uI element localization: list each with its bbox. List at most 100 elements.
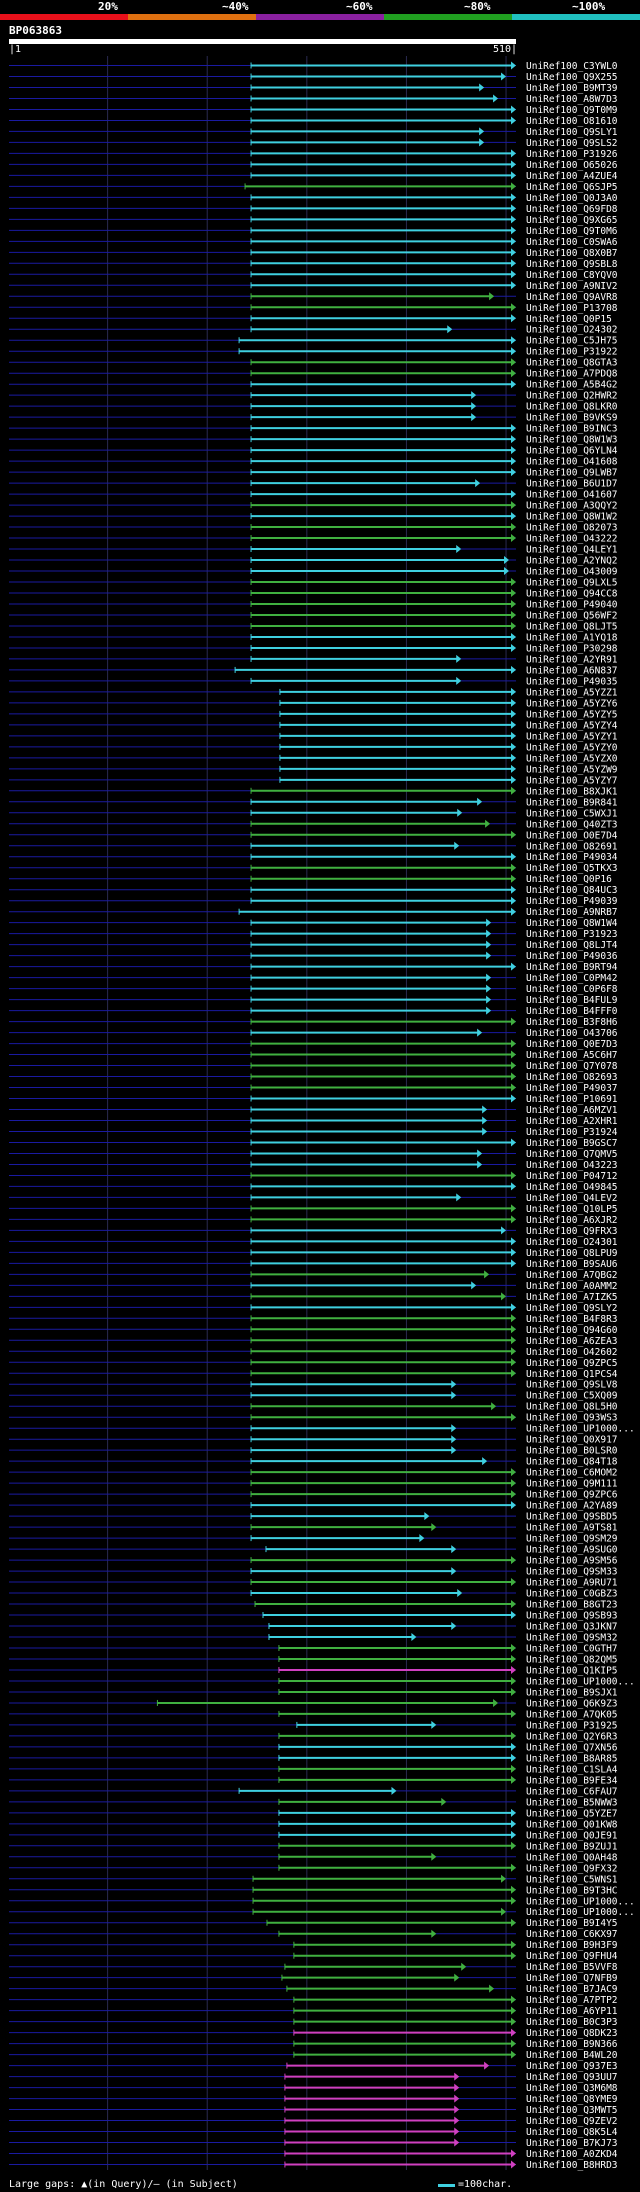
hit-label[interactable]: UniRef100_A7PDQ8 xyxy=(526,369,618,380)
hit-label[interactable]: UniRef100_A3QQY2 xyxy=(526,501,618,512)
hit-row[interactable]: UniRef100_A5YZY0 xyxy=(9,742,618,753)
hit-row[interactable]: UniRef100_Q9ZPC6 xyxy=(9,1490,618,1501)
hit-row[interactable]: UniRef100_A5YZY5 xyxy=(9,709,618,720)
hit-label[interactable]: UniRef100_Q7QMV5 xyxy=(526,1149,618,1160)
hit-row[interactable]: UniRef100_P49036 xyxy=(9,951,618,962)
hit-row[interactable]: UniRef100_B5VVF8 xyxy=(9,1962,618,1973)
hit-row[interactable]: UniRef100_Q1PCS4 xyxy=(9,1369,618,1380)
hit-row[interactable]: UniRef100_B4FFF0 xyxy=(9,1006,618,1017)
hit-row[interactable]: UniRef100_B9R841 xyxy=(9,797,618,808)
hit-label[interactable]: UniRef100_Q94G60 xyxy=(526,1325,618,1336)
hit-label[interactable]: UniRef100_Q93UU7 xyxy=(526,2072,618,2083)
hit-label[interactable]: UniRef100_A5YZY1 xyxy=(526,731,618,742)
hit-label[interactable]: UniRef100_Q2Y6R3 xyxy=(526,1731,618,1742)
hit-label[interactable]: UniRef100_C0GBZ3 xyxy=(526,1589,618,1600)
hit-row[interactable]: UniRef100_Q9SLS2 xyxy=(9,138,618,149)
hit-row[interactable]: UniRef100_Q8W1W4 xyxy=(9,918,618,929)
hit-label[interactable]: UniRef100_A6N837 xyxy=(526,665,618,676)
hit-row[interactable]: UniRef100_O24302 xyxy=(9,325,618,336)
hit-label[interactable]: UniRef100_B4FUL9 xyxy=(526,995,618,1006)
hit-label[interactable]: UniRef100_Q0E7D3 xyxy=(526,1039,618,1050)
hit-row[interactable]: UniRef100_P49039 xyxy=(9,896,618,907)
hit-row[interactable]: UniRef100_Q9X255 xyxy=(9,72,618,83)
hit-label[interactable]: UniRef100_Q6K9Z3 xyxy=(526,1698,618,1709)
hit-row[interactable]: UniRef100_Q9SM33 xyxy=(9,1567,618,1578)
hit-label[interactable]: UniRef100_A4ZUE4 xyxy=(526,171,618,182)
hit-label[interactable]: UniRef100_O43223 xyxy=(526,1160,618,1171)
hit-label[interactable]: UniRef100_Q1KIP5 xyxy=(526,1665,618,1676)
hit-row[interactable]: UniRef100_A5C6H7 xyxy=(9,1050,618,1061)
hit-label[interactable]: UniRef100_B5NWW3 xyxy=(526,1797,618,1808)
hit-label[interactable]: UniRef100_B0LSR0 xyxy=(526,1446,618,1457)
hit-row[interactable]: UniRef100_B3F8H6 xyxy=(9,1017,618,1028)
hit-row[interactable]: UniRef100_P31926 xyxy=(9,149,618,160)
hit-label[interactable]: UniRef100_Q9SLV8 xyxy=(526,1380,618,1391)
hit-row[interactable]: UniRef100_P49037 xyxy=(9,1083,618,1094)
hit-row[interactable]: UniRef100_Q6SJP5 xyxy=(9,182,618,193)
hit-row[interactable]: UniRef100_A9SM56 xyxy=(9,1556,618,1567)
hit-row[interactable]: UniRef100_O41608 xyxy=(9,457,618,468)
hit-row[interactable]: UniRef100_Q82QM5 xyxy=(9,1654,618,1665)
hit-label[interactable]: UniRef100_C6KX97 xyxy=(526,1929,618,1940)
hit-row[interactable]: UniRef100_B9H3F9 xyxy=(9,1940,618,1951)
hit-label[interactable]: UniRef100_Q01KW8 xyxy=(526,1819,618,1830)
hit-row[interactable]: UniRef100_P30298 xyxy=(9,643,618,654)
hit-row[interactable]: UniRef100_Q8W1W3 xyxy=(9,435,618,446)
hit-row[interactable]: UniRef100_A2XHR1 xyxy=(9,1116,618,1127)
hit-label[interactable]: UniRef100_B0C3P3 xyxy=(526,2017,618,2028)
hit-label[interactable]: UniRef100_Q0AH48 xyxy=(526,1852,618,1863)
hit-row[interactable]: UniRef100_Q9T0M6 xyxy=(9,226,618,237)
hit-label[interactable]: UniRef100_Q8DK23 xyxy=(526,2028,618,2039)
hit-row[interactable]: UniRef100_Q8L5H0 xyxy=(9,1402,618,1413)
hit-row[interactable]: UniRef100_Q9SM29 xyxy=(9,1534,618,1545)
hit-row[interactable]: UniRef100_B9VKS9 xyxy=(9,413,618,424)
hit-label[interactable]: UniRef100_O49845 xyxy=(526,1182,618,1193)
hit-row[interactable]: UniRef100_A2YA89 xyxy=(9,1501,618,1512)
hit-label[interactable]: UniRef100_Q0JE91 xyxy=(526,1830,618,1841)
hit-row[interactable]: UniRef100_Q8LPU9 xyxy=(9,1248,618,1259)
hit-row[interactable]: UniRef100_Q9SLY1 xyxy=(9,127,618,138)
hit-label[interactable]: UniRef100_A2XHR1 xyxy=(526,1116,618,1127)
hit-row[interactable]: UniRef100_A5YZY4 xyxy=(9,720,618,731)
hit-label[interactable]: UniRef100_C5WNS1 xyxy=(526,1874,618,1885)
hit-label[interactable]: UniRef100_A2YA89 xyxy=(526,1501,618,1512)
hit-row[interactable]: UniRef100_A9TS81 xyxy=(9,1523,618,1534)
hit-row[interactable]: UniRef100_P31923 xyxy=(9,929,618,940)
hit-row[interactable]: UniRef100_A2YR91 xyxy=(9,654,618,665)
hit-label[interactable]: UniRef100_C0GTH7 xyxy=(526,1643,618,1654)
hit-row[interactable]: UniRef100_Q0J3A0 xyxy=(9,193,618,204)
hit-label[interactable]: UniRef100_Q8X0B7 xyxy=(526,248,618,259)
hit-label[interactable]: UniRef100_Q6SJP5 xyxy=(526,182,618,193)
hit-label[interactable]: UniRef100_Q9SBL8 xyxy=(526,259,618,270)
hit-label[interactable]: UniRef100_O43009 xyxy=(526,567,618,578)
hit-label[interactable]: UniRef100_B5VVF8 xyxy=(526,1962,618,1973)
hit-label[interactable]: UniRef100_B9T3HC xyxy=(526,1885,618,1896)
hit-row[interactable]: UniRef100_B4F8R3 xyxy=(9,1314,618,1325)
hit-row[interactable]: UniRef100_O81610 xyxy=(9,116,618,127)
hit-row[interactable]: UniRef100_A9SUG0 xyxy=(9,1545,618,1556)
hit-label[interactable]: UniRef100_P30298 xyxy=(526,643,618,654)
hit-label[interactable]: UniRef100_Q9SB93 xyxy=(526,1611,618,1622)
hit-label[interactable]: UniRef100_O82693 xyxy=(526,1072,618,1083)
hit-label[interactable]: UniRef100_A6MZV1 xyxy=(526,1105,618,1116)
hit-row[interactable]: UniRef100_B0C3P3 xyxy=(9,2017,618,2028)
hit-row[interactable]: UniRef100_A7QBG2 xyxy=(9,1270,618,1281)
hit-label[interactable]: UniRef100_O43706 xyxy=(526,1028,618,1039)
hit-row[interactable]: UniRef100_O43009 xyxy=(9,567,618,578)
hit-row[interactable]: UniRef100_UP1000... xyxy=(9,1424,635,1435)
hit-label[interactable]: UniRef100_P49037 xyxy=(526,1083,618,1094)
hit-row[interactable]: UniRef100_A8W7D3 xyxy=(9,94,618,105)
hit-row[interactable]: UniRef100_O65026 xyxy=(9,160,618,171)
hit-label[interactable]: UniRef100_Q937E3 xyxy=(526,2061,618,2072)
hit-label[interactable]: UniRef100_B4WL20 xyxy=(526,2050,618,2061)
hit-label[interactable]: UniRef100_P31924 xyxy=(526,1127,618,1138)
hit-label[interactable]: UniRef100_B4F8R3 xyxy=(526,1314,618,1325)
hit-label[interactable]: UniRef100_Q3JKN7 xyxy=(526,1622,618,1633)
hit-row[interactable]: UniRef100_B8HRD3 xyxy=(9,2160,618,2171)
hit-label[interactable]: UniRef100_Q7Y078 xyxy=(526,1061,618,1072)
hit-label[interactable]: UniRef100_A5YZY5 xyxy=(526,709,618,720)
hit-label[interactable]: UniRef100_Q8K5L4 xyxy=(526,2127,618,2138)
hit-row[interactable]: UniRef100_C5WXJ1 xyxy=(9,808,618,819)
hit-row[interactable]: UniRef100_Q6K9Z3 xyxy=(9,1698,618,1709)
hit-label[interactable]: UniRef100_B7KJ73 xyxy=(526,2138,618,2149)
